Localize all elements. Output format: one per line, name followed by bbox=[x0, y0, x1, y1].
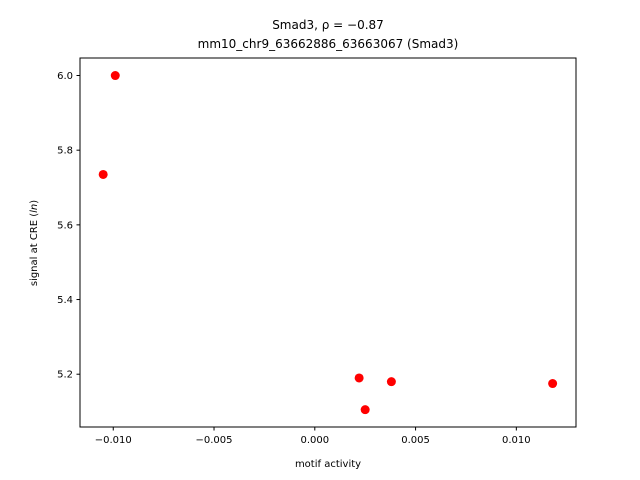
y-axis-label-suffix: ) bbox=[29, 200, 40, 204]
data-point bbox=[548, 379, 558, 389]
x-tick-label: −0.005 bbox=[196, 435, 233, 446]
chart-title-line-2: mm10_chr9_63662886_63663067 (Smad3) bbox=[198, 37, 459, 51]
y-tick-label: 6.0 bbox=[57, 71, 73, 82]
y-tick-label: 5.6 bbox=[57, 220, 73, 231]
data-point bbox=[354, 373, 364, 383]
y-tick-label: 5.8 bbox=[57, 146, 73, 157]
plot-area bbox=[98, 71, 558, 415]
plot-frame bbox=[79, 57, 577, 428]
x-axis-label: motif activity bbox=[295, 459, 361, 470]
x-tick-label: −0.010 bbox=[95, 435, 132, 446]
y-tick-label: 5.2 bbox=[57, 370, 73, 381]
chart-title-line-1: Smad3, ρ = −0.87 bbox=[272, 18, 384, 32]
x-tick-label: 0.010 bbox=[502, 435, 531, 446]
data-point bbox=[386, 377, 396, 387]
x-axis: −0.010 −0.005 0.000 0.005 0.010 bbox=[95, 427, 531, 446]
y-axis-label: signal at CRE (ln) bbox=[29, 200, 40, 286]
data-point bbox=[98, 169, 108, 179]
y-axis-label-italic: ln bbox=[29, 204, 40, 213]
y-axis: 5.2 5.4 5.6 5.8 6.0 bbox=[57, 71, 80, 381]
chart-title: Smad3, ρ = −0.87 mm10_chr9_63662886_6366… bbox=[198, 18, 459, 51]
data-point bbox=[110, 71, 120, 81]
data-point bbox=[360, 405, 370, 415]
x-tick-label: 0.005 bbox=[401, 435, 430, 446]
y-tick-label: 5.4 bbox=[57, 295, 73, 306]
y-axis-label-prefix: signal at CRE ( bbox=[29, 213, 40, 286]
x-tick-label: 0.000 bbox=[300, 435, 329, 446]
